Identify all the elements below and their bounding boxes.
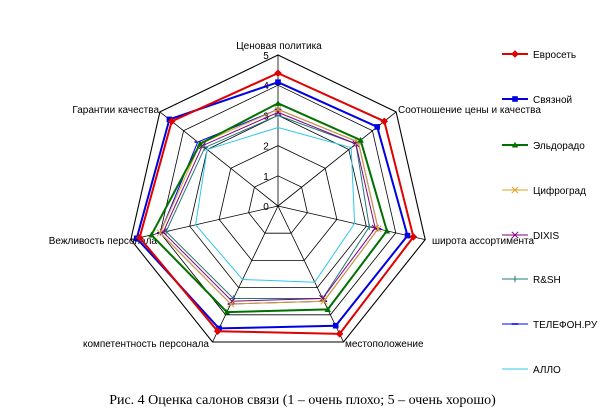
legend-item-5: R&SH (502, 275, 561, 286)
legend-marker-2 (511, 141, 519, 148)
legend-item-2: Эльдорадо (502, 141, 585, 152)
legend-item-1: Связной (502, 95, 572, 106)
legend-label-1: Связной (533, 95, 572, 106)
axis-label-5: Вежливость персонала (49, 236, 158, 247)
series-2-point-1 (357, 136, 364, 143)
series-line-3 (159, 108, 379, 305)
legend-marker-0 (511, 50, 519, 58)
series-1-point-4 (216, 325, 222, 332)
series-1-point-6 (166, 116, 173, 123)
series-line-0 (138, 72, 415, 335)
spoke-4 (212, 205, 279, 343)
series-0-point-1 (380, 117, 389, 126)
legend-marker-4 (511, 231, 519, 239)
legend-item-6: ТЕЛЕФОН.РУ (502, 320, 598, 331)
legend-label-5: R&SH (533, 275, 561, 286)
series-1-point-2 (404, 232, 411, 239)
series-line-2 (150, 102, 388, 314)
series-2-point-4 (223, 308, 231, 315)
series-2-point-2 (383, 227, 391, 234)
series-5-point-4 (230, 295, 237, 302)
series-2-point-3 (324, 306, 331, 312)
legend-marker-5 (511, 275, 519, 283)
series-1-point-3 (332, 322, 339, 329)
legend-label-0: Евросеть (533, 50, 576, 61)
series-3-point-3 (320, 297, 328, 305)
series-line-7 (195, 126, 356, 283)
grid-ring-5 (130, 54, 426, 343)
tick-label-5: 5 (263, 51, 269, 62)
series-1-point-0 (275, 79, 281, 85)
legend-marker-1 (512, 96, 518, 102)
series-5-point-2 (366, 223, 373, 230)
legend-item-4: DIXIS (502, 231, 559, 242)
series-2-point-5 (148, 231, 155, 238)
series-3-point-4 (227, 300, 235, 308)
axis-label-6: Гарантии качества (72, 105, 159, 116)
figure-caption: Рис. 4 Оценка салонов связи (1 – очень п… (109, 393, 496, 408)
series-0-point-0 (274, 69, 282, 77)
series-0-point-2 (409, 233, 418, 241)
series-3-point-5 (156, 229, 164, 237)
spoke-5 (130, 205, 279, 240)
series-0-point-4 (213, 327, 222, 335)
tick-label-1: 1 (263, 172, 269, 183)
series-3-point-0 (274, 105, 282, 113)
series-7 (195, 126, 356, 283)
legend-label-7: АЛЛО (533, 365, 561, 376)
axis-label-4: компетентность персонала (83, 339, 209, 350)
legend-item-0: Евросеть (502, 50, 576, 61)
spoke-2 (277, 205, 426, 240)
axis-label-3: местоположение (345, 339, 424, 350)
tick-label-3: 3 (263, 111, 269, 122)
spoke-6 (159, 111, 279, 207)
series-3-point-2 (374, 225, 382, 233)
legend-label-2: Эльдорадо (533, 141, 585, 152)
series-2 (148, 100, 391, 315)
series-5-point-0 (274, 112, 282, 119)
grid-ring-1 (248, 175, 308, 234)
series-0 (135, 69, 418, 338)
series-0-point-3 (335, 330, 344, 338)
series-1-point-1 (374, 124, 380, 130)
tick-label-0: 0 (263, 202, 269, 213)
series-line-1 (135, 81, 409, 330)
axis-label-2: широта ассортимента (432, 236, 534, 247)
series-line-4 (162, 111, 376, 302)
axis-label-0: Ценовая политика (236, 41, 322, 52)
legend-label-3: Цифроград (533, 185, 586, 197)
legend-label-4: DIXIS (533, 231, 559, 242)
legend-marker-3 (511, 186, 519, 194)
tick-label-2: 2 (263, 142, 269, 153)
spoke-3 (277, 205, 344, 343)
legend-item-7: АЛЛО (502, 365, 561, 376)
series-0-point-6 (167, 117, 176, 126)
data-series (133, 69, 418, 338)
axis-label-1: Соотношение цены и качества (398, 105, 541, 116)
series-0-point-5 (135, 233, 144, 242)
grid-ring-4 (159, 84, 397, 316)
series-2-point-6 (196, 140, 204, 147)
series-line-5 (165, 114, 370, 299)
legend: Евросеть Связной Эльдорадо Цифроград DIXIS R&… (502, 50, 598, 376)
legend-item-3: Цифроград (502, 185, 586, 197)
legend-label-6: ТЕЛЕФОН.РУ (533, 320, 598, 331)
grid-ring-2 (218, 145, 338, 261)
axis-labels: Ценовая политика Соотношение цены и качес… (49, 41, 542, 350)
series-2-point-0 (274, 100, 282, 106)
